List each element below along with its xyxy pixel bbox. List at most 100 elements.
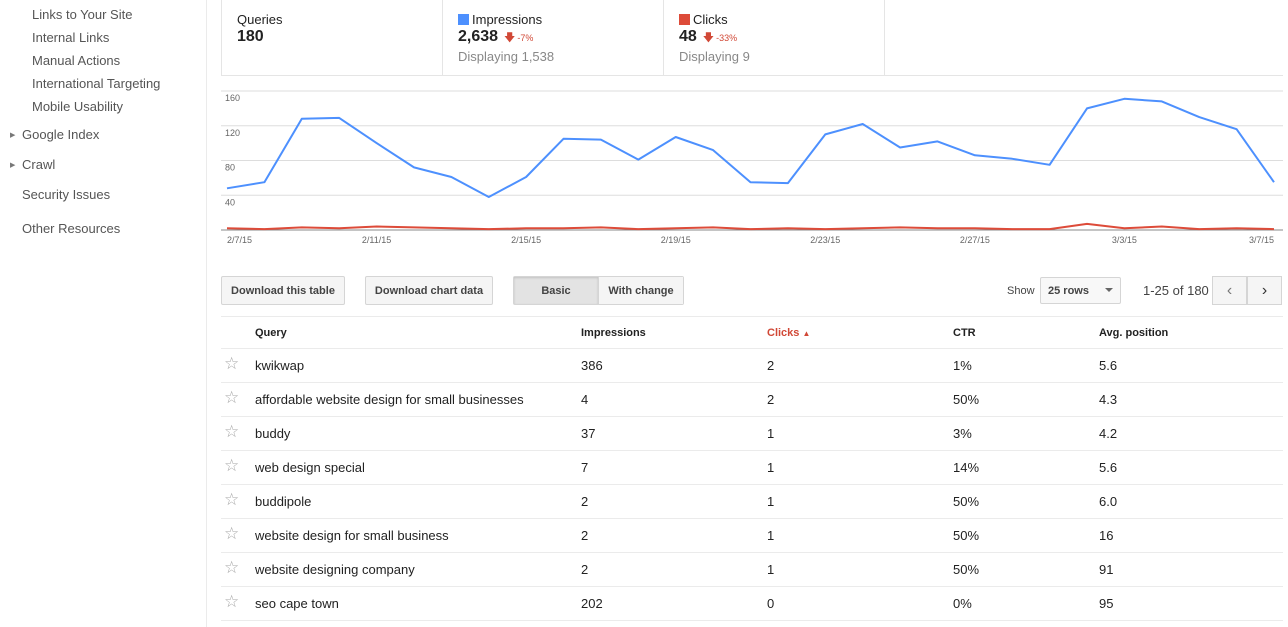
clicks-label: Clicks xyxy=(693,12,728,27)
position-cell: 4.2 xyxy=(1099,426,1118,441)
sidebar-item-other-resources[interactable]: Other Resources xyxy=(22,221,120,236)
impressions-value: 2,638 xyxy=(458,28,499,45)
y-tick-label: 80 xyxy=(225,163,235,173)
sidebar-item-label: Other Resources xyxy=(22,221,121,236)
star-icon[interactable]: ☆ xyxy=(224,354,240,373)
down-arrow-icon: 🡇 xyxy=(504,32,516,44)
clicks-cell: 1 xyxy=(767,528,775,543)
query-cell[interactable]: kwikwap xyxy=(255,358,305,373)
impressions-checkbox[interactable] xyxy=(458,14,469,25)
clicks-cell: 1 xyxy=(767,460,775,475)
impressions-cell: 4 xyxy=(581,392,589,407)
chevron-down-icon xyxy=(1105,288,1113,292)
impressions-delta: 🡇 -7% xyxy=(504,32,534,44)
sidebar-item-manual-actions[interactable]: Manual Actions xyxy=(32,53,121,68)
y-tick-label: 120 xyxy=(225,128,240,138)
ctr-cell: 3% xyxy=(953,426,972,441)
table-row[interactable]: ☆ web design special 7 1 14% 5.6 xyxy=(221,451,1283,485)
star-icon[interactable]: ☆ xyxy=(224,388,240,407)
star-icon[interactable]: ☆ xyxy=(224,524,240,543)
rows-per-page-select[interactable]: 25 rows xyxy=(1040,277,1121,304)
sidebar-item-internal-links[interactable]: Internal Links xyxy=(32,30,110,45)
sidebar-item-label: Security Issues xyxy=(22,187,111,202)
query-cell[interactable]: website design for small business xyxy=(255,528,449,543)
column-header-clicks[interactable]: Clicks ▲ xyxy=(767,327,811,339)
star-icon[interactable]: ☆ xyxy=(224,422,240,441)
x-tick-label: 2/7/15 xyxy=(227,235,252,245)
impressions-series-line xyxy=(226,97,1275,198)
sidebar-item-international-targeting[interactable]: International Targeting xyxy=(32,76,161,91)
show-label: Show xyxy=(1007,285,1035,297)
impressions-cell: 386 xyxy=(581,358,603,373)
sidebar-item-label: Google Index xyxy=(22,127,100,142)
download-chart-data-button[interactable]: Download chart data xyxy=(365,276,493,305)
column-header-ctr[interactable]: CTR xyxy=(953,327,976,339)
table-row[interactable]: ☆ buddy 37 1 3% 4.2 xyxy=(221,417,1283,451)
table-body: ☆ kwikwap 386 2 1% 5.6 ☆ affordable website des… xyxy=(221,349,1283,621)
ctr-cell: 50% xyxy=(953,562,980,577)
sidebar-item-security-issues[interactable]: Security Issues xyxy=(22,187,110,202)
impressions-cell: 2 xyxy=(581,494,589,509)
table-row[interactable]: ☆ website designing company 2 1 50% 91 xyxy=(221,553,1283,587)
star-icon[interactable]: ☆ xyxy=(224,592,240,611)
query-cell[interactable]: buddipole xyxy=(255,494,312,509)
x-tick-label: 2/15/15 xyxy=(511,235,541,245)
next-page-button[interactable]: › xyxy=(1247,276,1282,305)
star-icon[interactable]: ☆ xyxy=(224,490,240,509)
impressions-cell: 202 xyxy=(581,596,603,611)
clicks-delta: 🡇 -33% xyxy=(702,32,738,44)
expand-triangle-icon: ▶ xyxy=(10,161,16,169)
query-cell[interactable]: affordable website design for small busi… xyxy=(255,392,524,407)
x-tick-label: 2/11/15 xyxy=(362,235,391,245)
sidebar-item-mobile-usability[interactable]: Mobile Usability xyxy=(32,99,124,114)
sidebar-item-crawl[interactable]: ▶ Crawl xyxy=(10,157,55,172)
query-cell[interactable]: seo cape town xyxy=(255,596,339,611)
table-row[interactable]: ☆ buddipole 2 1 50% 6.0 xyxy=(221,485,1283,519)
table-row[interactable]: ☆ affordable website design for small bus… xyxy=(221,383,1283,417)
position-cell: 16 xyxy=(1099,528,1114,543)
ctr-cell: 50% xyxy=(953,494,980,509)
table-row[interactable]: ☆ seo cape town 202 0 0% 95 xyxy=(221,587,1283,621)
impressions-cell: 37 xyxy=(581,426,596,441)
query-cell[interactable]: buddy xyxy=(255,426,291,441)
sort-ascending-icon: ▲ xyxy=(802,329,811,338)
column-header-query[interactable]: Query xyxy=(255,327,287,339)
star-icon[interactable]: ☆ xyxy=(224,456,240,475)
x-tick-label: 3/3/15 xyxy=(1112,235,1137,245)
impressions-cell: 2 xyxy=(581,528,589,543)
queries-value: 180 xyxy=(237,28,264,45)
clicks-cell: 2 xyxy=(767,392,775,407)
query-cell[interactable]: website designing company xyxy=(255,562,415,577)
position-cell: 4.3 xyxy=(1099,392,1118,407)
clicks-cell: 2 xyxy=(767,358,775,373)
basic-button[interactable]: Basic xyxy=(514,277,599,304)
sidebar-item-google-index[interactable]: ▶ Google Index xyxy=(10,127,99,142)
clicks-cell: 1 xyxy=(767,494,775,509)
sidebar: Links to Your Site Internal Links Manual… xyxy=(0,0,207,627)
y-tick-label: 40 xyxy=(225,197,235,207)
query-cell[interactable]: web design special xyxy=(255,460,365,475)
ctr-cell: 50% xyxy=(953,528,980,543)
clicks-series-line xyxy=(226,222,1275,231)
ctr-cell: 0% xyxy=(953,596,972,611)
performance-line-chart[interactable]: 40 80 120 160 2/7/15 2/11/15 2/15/15 2/19/15 2/2… xyxy=(221,86,1283,251)
sidebar-item-links-to-your-site[interactable]: Links to Your Site xyxy=(32,7,133,22)
previous-page-button[interactable]: ‹ xyxy=(1212,276,1247,305)
clicks-cell: 1 xyxy=(767,426,775,441)
clicks-metric-box[interactable]: Clicks 48 🡇 -33% Displaying 9 xyxy=(664,0,885,75)
table-row[interactable]: ☆ kwikwap 386 2 1% 5.6 xyxy=(221,349,1283,383)
clicks-checkbox[interactable] xyxy=(679,14,690,25)
star-icon[interactable]: ☆ xyxy=(224,558,240,577)
column-header-impressions[interactable]: Impressions xyxy=(581,327,646,339)
impressions-metric-box[interactable]: Impressions 2,638 🡇 -7% Displaying 1,538 xyxy=(443,0,664,75)
table-row[interactable]: ☆ website design for small business 2 1 50% 1… xyxy=(221,519,1283,553)
x-tick-label: 2/23/15 xyxy=(810,235,840,245)
chevron-right-icon: › xyxy=(1261,281,1268,299)
column-header-avg-position[interactable]: Avg. position xyxy=(1099,327,1169,339)
download-table-button[interactable]: Download this table xyxy=(221,276,345,305)
queries-label: Queries xyxy=(237,12,283,27)
position-cell: 5.6 xyxy=(1099,460,1118,475)
down-arrow-icon: 🡇 xyxy=(702,32,715,44)
with-change-button[interactable]: With change xyxy=(599,277,683,304)
queries-metric-box[interactable]: Queries 180 xyxy=(222,0,443,75)
